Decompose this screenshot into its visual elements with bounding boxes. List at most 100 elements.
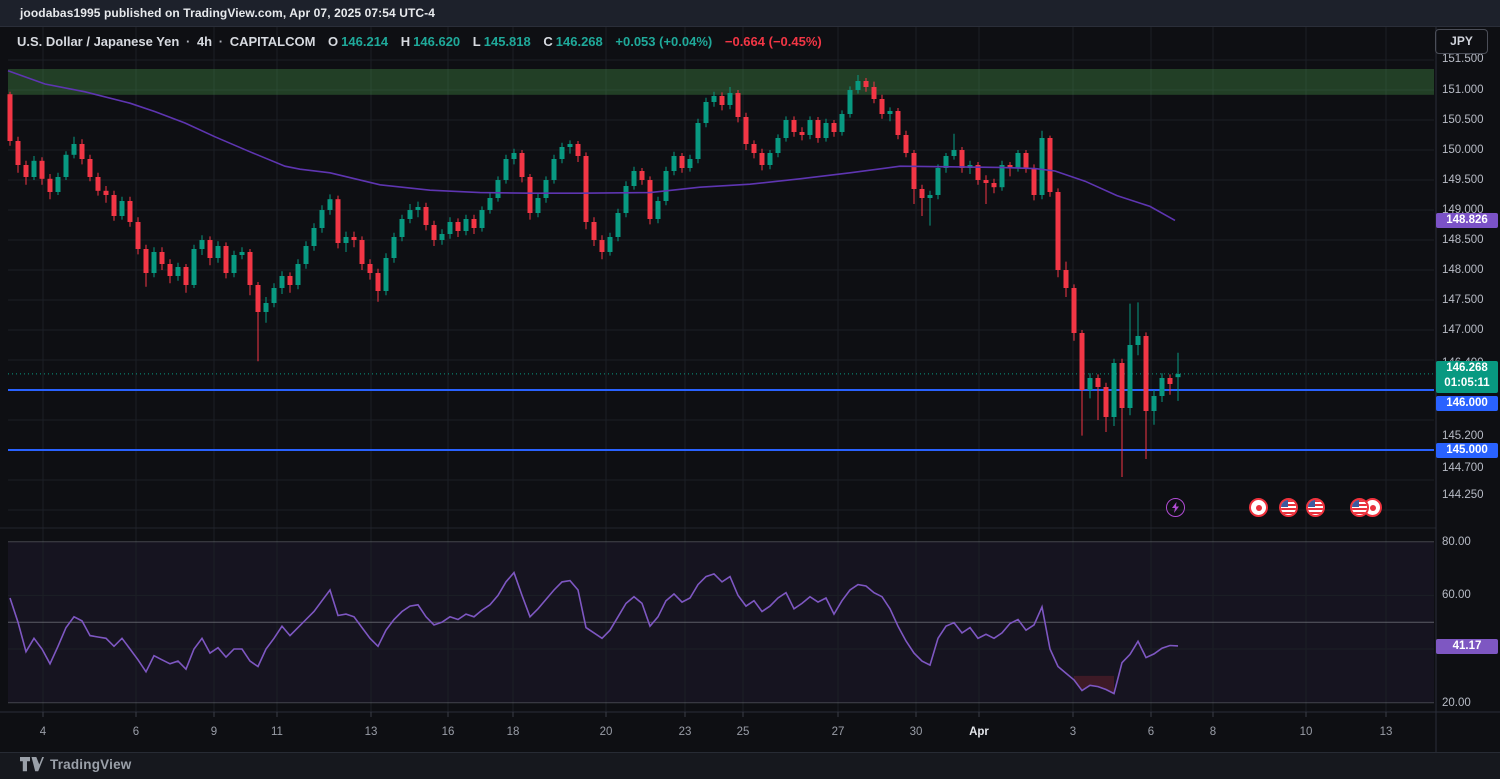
candle-body bbox=[383, 258, 389, 291]
candle-body bbox=[1119, 363, 1125, 408]
candle-body bbox=[71, 144, 77, 155]
price-axis-label: 150.500 bbox=[1442, 114, 1484, 126]
candle-body bbox=[335, 199, 341, 243]
candle-body bbox=[31, 160, 37, 177]
candle-body bbox=[703, 102, 709, 123]
candle-body bbox=[487, 198, 493, 210]
countdown-timer: 01:05:11 bbox=[1444, 377, 1490, 389]
candle-body bbox=[1079, 333, 1085, 390]
candle-body bbox=[223, 246, 229, 273]
candle-body bbox=[1063, 270, 1069, 288]
candle-body bbox=[167, 264, 173, 276]
price-badge-value: 145.000 bbox=[1446, 444, 1488, 456]
candle-body bbox=[975, 165, 981, 180]
candle-body bbox=[607, 237, 613, 252]
time-axis-label: 8 bbox=[1209, 726, 1217, 738]
candle-body bbox=[175, 267, 181, 276]
price-axis-label: 148.500 bbox=[1442, 234, 1484, 246]
candle-body bbox=[727, 93, 733, 105]
candle-body bbox=[495, 180, 501, 198]
candle-body bbox=[695, 123, 701, 159]
us-flag-icon bbox=[1350, 498, 1369, 517]
candle-body bbox=[215, 246, 221, 258]
time-axis-label: 25 bbox=[736, 726, 750, 738]
candle-body bbox=[95, 177, 101, 191]
legend-separator: · bbox=[185, 34, 191, 49]
candle-body bbox=[759, 153, 765, 165]
candle-body bbox=[159, 252, 165, 264]
candle-body bbox=[887, 111, 893, 114]
price-badge: 146.000 bbox=[1436, 396, 1498, 411]
price-axis-label: 147.500 bbox=[1442, 294, 1484, 306]
candle-body bbox=[1151, 396, 1157, 411]
candle-body bbox=[535, 198, 541, 213]
candle-body bbox=[271, 288, 277, 303]
candle-body bbox=[663, 171, 669, 201]
candle-body bbox=[799, 132, 805, 135]
candlestick-series bbox=[7, 75, 1181, 477]
candle-body bbox=[823, 123, 829, 138]
candle-body bbox=[919, 189, 925, 198]
candle-body bbox=[151, 252, 157, 273]
price-axis-label: 151.500 bbox=[1442, 53, 1484, 65]
open-label: O bbox=[328, 34, 339, 49]
japan-flag-icon[interactable] bbox=[1249, 498, 1268, 517]
us-flag-icon[interactable] bbox=[1279, 498, 1298, 517]
candle-body bbox=[647, 180, 653, 219]
candle-body bbox=[1047, 138, 1053, 192]
candle-body bbox=[751, 144, 757, 153]
candle-body bbox=[855, 81, 861, 90]
candle-body bbox=[839, 114, 845, 132]
price-axis-label: 150.000 bbox=[1442, 144, 1484, 156]
candle-body bbox=[583, 156, 589, 222]
candle-body bbox=[519, 153, 525, 177]
time-axis-label: 23 bbox=[678, 726, 692, 738]
low-label: L bbox=[472, 34, 481, 49]
us-flag-icon[interactable] bbox=[1306, 498, 1325, 517]
time-axis-label: 6 bbox=[1147, 726, 1155, 738]
candle-body bbox=[991, 183, 997, 188]
time-axis-label: 10 bbox=[1299, 726, 1313, 738]
rsi-value-badge: 41.17 bbox=[1436, 639, 1498, 654]
candle-body bbox=[15, 141, 21, 165]
candle-body bbox=[847, 90, 853, 114]
price-badge-value: 146.268 bbox=[1446, 362, 1488, 374]
candle-body bbox=[415, 207, 421, 210]
time-axis-label: 4 bbox=[39, 726, 47, 738]
candle-body bbox=[575, 144, 581, 156]
candle-body bbox=[207, 240, 213, 258]
candle-body bbox=[87, 159, 93, 177]
candle-body bbox=[711, 96, 717, 102]
tradingview-logo-icon bbox=[20, 757, 44, 772]
candle-body bbox=[103, 190, 109, 195]
lightning-icon[interactable] bbox=[1166, 498, 1185, 517]
time-axis-label: 13 bbox=[364, 726, 378, 738]
candle-body bbox=[791, 120, 797, 132]
currency-toggle-button[interactable]: JPY bbox=[1435, 29, 1488, 54]
resistance-zone bbox=[8, 69, 1434, 95]
candle-body bbox=[639, 171, 645, 180]
candle-body bbox=[623, 186, 629, 213]
us-flag-icon bbox=[1279, 498, 1298, 517]
candle-body bbox=[439, 234, 445, 240]
rsi-line bbox=[9, 571, 1179, 695]
low-value: 145.818 bbox=[483, 34, 531, 49]
price-axis-label: 147.000 bbox=[1442, 324, 1484, 336]
publish-header-bar: joodabas1995 published on TradingView.co… bbox=[0, 0, 1500, 27]
tradingview-logo[interactable]: TradingView bbox=[20, 757, 131, 772]
candle-body bbox=[247, 252, 253, 285]
candle-body bbox=[231, 255, 237, 273]
candle-body bbox=[615, 213, 621, 237]
time-axis-label: 9 bbox=[210, 726, 218, 738]
candle-body bbox=[943, 156, 949, 168]
price-badge: 148.826 bbox=[1436, 213, 1498, 228]
candle-body bbox=[1039, 138, 1045, 195]
us-japan-flags-icon[interactable] bbox=[1350, 498, 1382, 517]
time-axis-label: 11 bbox=[271, 726, 283, 738]
candle-body bbox=[687, 159, 693, 168]
candle-body bbox=[927, 195, 933, 198]
candle-body bbox=[375, 273, 381, 291]
candle-body bbox=[959, 150, 965, 168]
candle-body bbox=[911, 153, 917, 189]
